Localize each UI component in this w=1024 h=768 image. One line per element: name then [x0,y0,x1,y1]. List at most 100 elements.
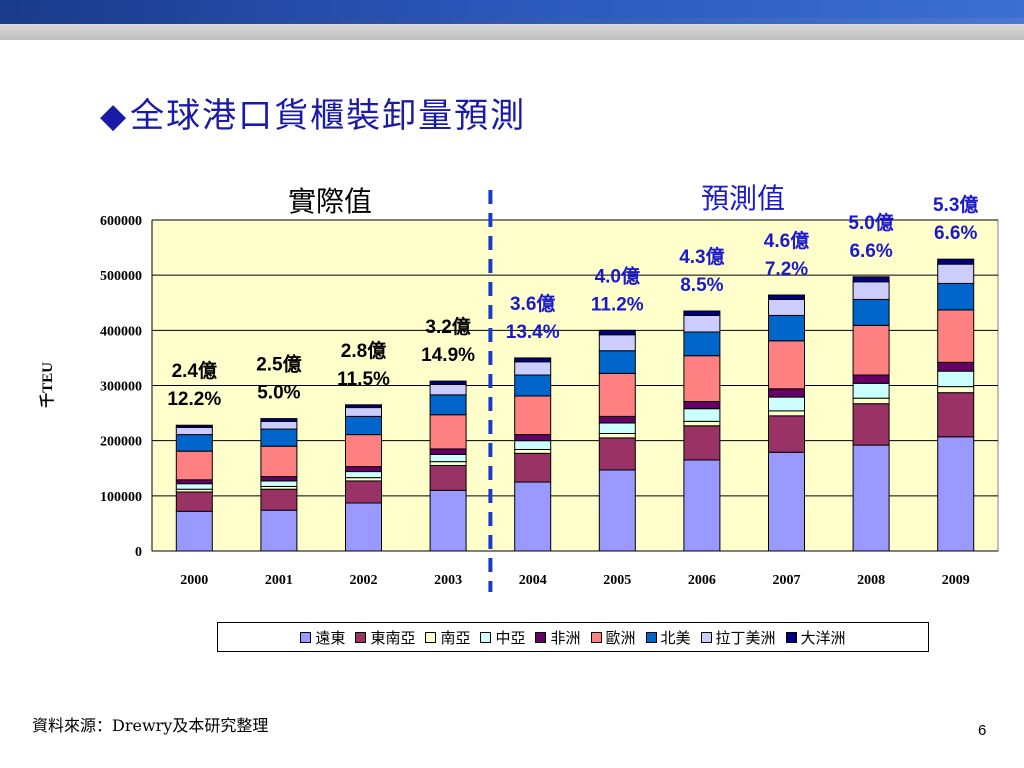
bar-segment [683,420,721,427]
source-note: 資料來源：Drewry及本研究整理 [32,716,269,735]
header-stripe [0,18,1024,24]
legend-item: 歐洲 [590,627,636,648]
bar-segment [937,370,975,388]
bar-total-label: 4.0億 [595,264,640,287]
bar-segment [683,310,721,316]
legend-swatch [425,631,437,643]
bar-segment [598,415,636,424]
bar-segment [598,422,636,434]
bar-segment [768,451,805,552]
bar-total-label: 5.0億 [848,211,893,234]
bar-segment [429,414,467,450]
bar-segment [345,466,382,473]
header-banner [0,0,1024,18]
bar-total-label: 4.6億 [764,229,809,252]
legend-label: 北美 [660,628,691,647]
bar-total-label: 3.2億 [425,315,470,338]
bar-segment [852,382,890,399]
bar-segment [514,357,552,363]
bar-segment [514,440,552,450]
bar-growth-label: 6.6% [934,223,977,244]
bar-segment [175,450,213,481]
bar-segment [937,392,975,438]
y-tick-label: 200000 [100,435,142,450]
bar-growth-label: 11.2% [591,294,644,315]
bar-segment [683,408,721,422]
bar-segment [937,361,975,372]
bar-segment [852,397,890,405]
legend-swatch [645,631,657,643]
bar-total-label: 2.4億 [172,359,217,382]
bar-segment [429,394,467,416]
bar-segment [598,437,636,471]
bar-growth-label: 11.5% [337,369,390,390]
bar-segment [768,298,805,316]
legend-label: 中亞 [495,628,526,647]
bar-segment [937,263,975,284]
diamond-bullet-icon: ◆ [100,96,129,136]
bar-segment [683,355,721,402]
bar-segment [683,331,721,357]
bar-segment [345,404,382,409]
legend-swatch [590,631,602,643]
bar-segment [768,415,805,453]
bar-segment [514,448,552,454]
bar-segment [514,361,552,376]
x-tick-label: 2008 [857,573,885,588]
bar-segment [260,428,298,447]
bar-segment [514,374,552,397]
x-tick-label: 2006 [688,573,716,588]
x-tick-label: 2004 [519,573,547,588]
bar-segment [429,461,467,466]
bar-segment [852,298,890,326]
legend-label: 大洋洲 [800,628,846,647]
legend-item: 東南亞 [355,627,415,648]
bar-segment [345,502,382,552]
bar-growth-label: 5.0% [257,383,300,404]
bar-growth-label: 12.2% [167,389,221,410]
bar-segment [514,452,552,483]
bar-growth-label: 6.6% [849,241,892,262]
bar-segment [683,459,721,552]
bar-segment [768,396,805,412]
legend-label: 東南亞 [370,628,416,647]
slide-title-text: 全球港口貨櫃裝卸量預測 [130,96,527,136]
bar-segment [937,258,975,265]
bar-segment [429,453,467,463]
bar-total-label: 2.5億 [256,353,301,376]
bar-segment [175,426,213,436]
bar-segment [345,434,382,468]
bar-growth-label: 8.5% [680,275,723,296]
legend-swatch [785,631,797,643]
y-tick-label: 0 [135,545,142,560]
x-tick-label: 2009 [942,573,970,588]
bar-segment [598,350,636,374]
bar-segment [768,314,805,342]
bar-segment [514,434,552,442]
x-tick-label: 2005 [603,573,631,588]
bar-segment [768,410,805,417]
bar-segment [937,282,975,311]
bar-segment [683,400,721,410]
bar-segment [852,281,890,300]
bar-segment [345,471,382,479]
bar-segment [937,309,975,363]
bar-segment [429,448,467,455]
legend-item: 南亞 [425,627,470,648]
legend-label: 遠東 [315,628,346,647]
section-label-actual: 實際值 [288,185,372,218]
legend-swatch [480,631,492,643]
y-tick-label: 300000 [100,380,142,395]
bar-growth-label: 7.2% [765,259,808,280]
legend-label: 歐洲 [605,628,636,647]
bar-segment [514,395,552,436]
bar-segment [175,479,213,485]
legend-item: 北美 [645,627,691,648]
bar-segment [345,407,382,417]
bar-total-label: 2.8億 [341,339,386,362]
bar-segment [345,480,382,504]
bar-segment [937,386,975,394]
legend-swatch [300,631,312,643]
bar-segment [429,489,467,552]
bar-segment [260,418,298,422]
